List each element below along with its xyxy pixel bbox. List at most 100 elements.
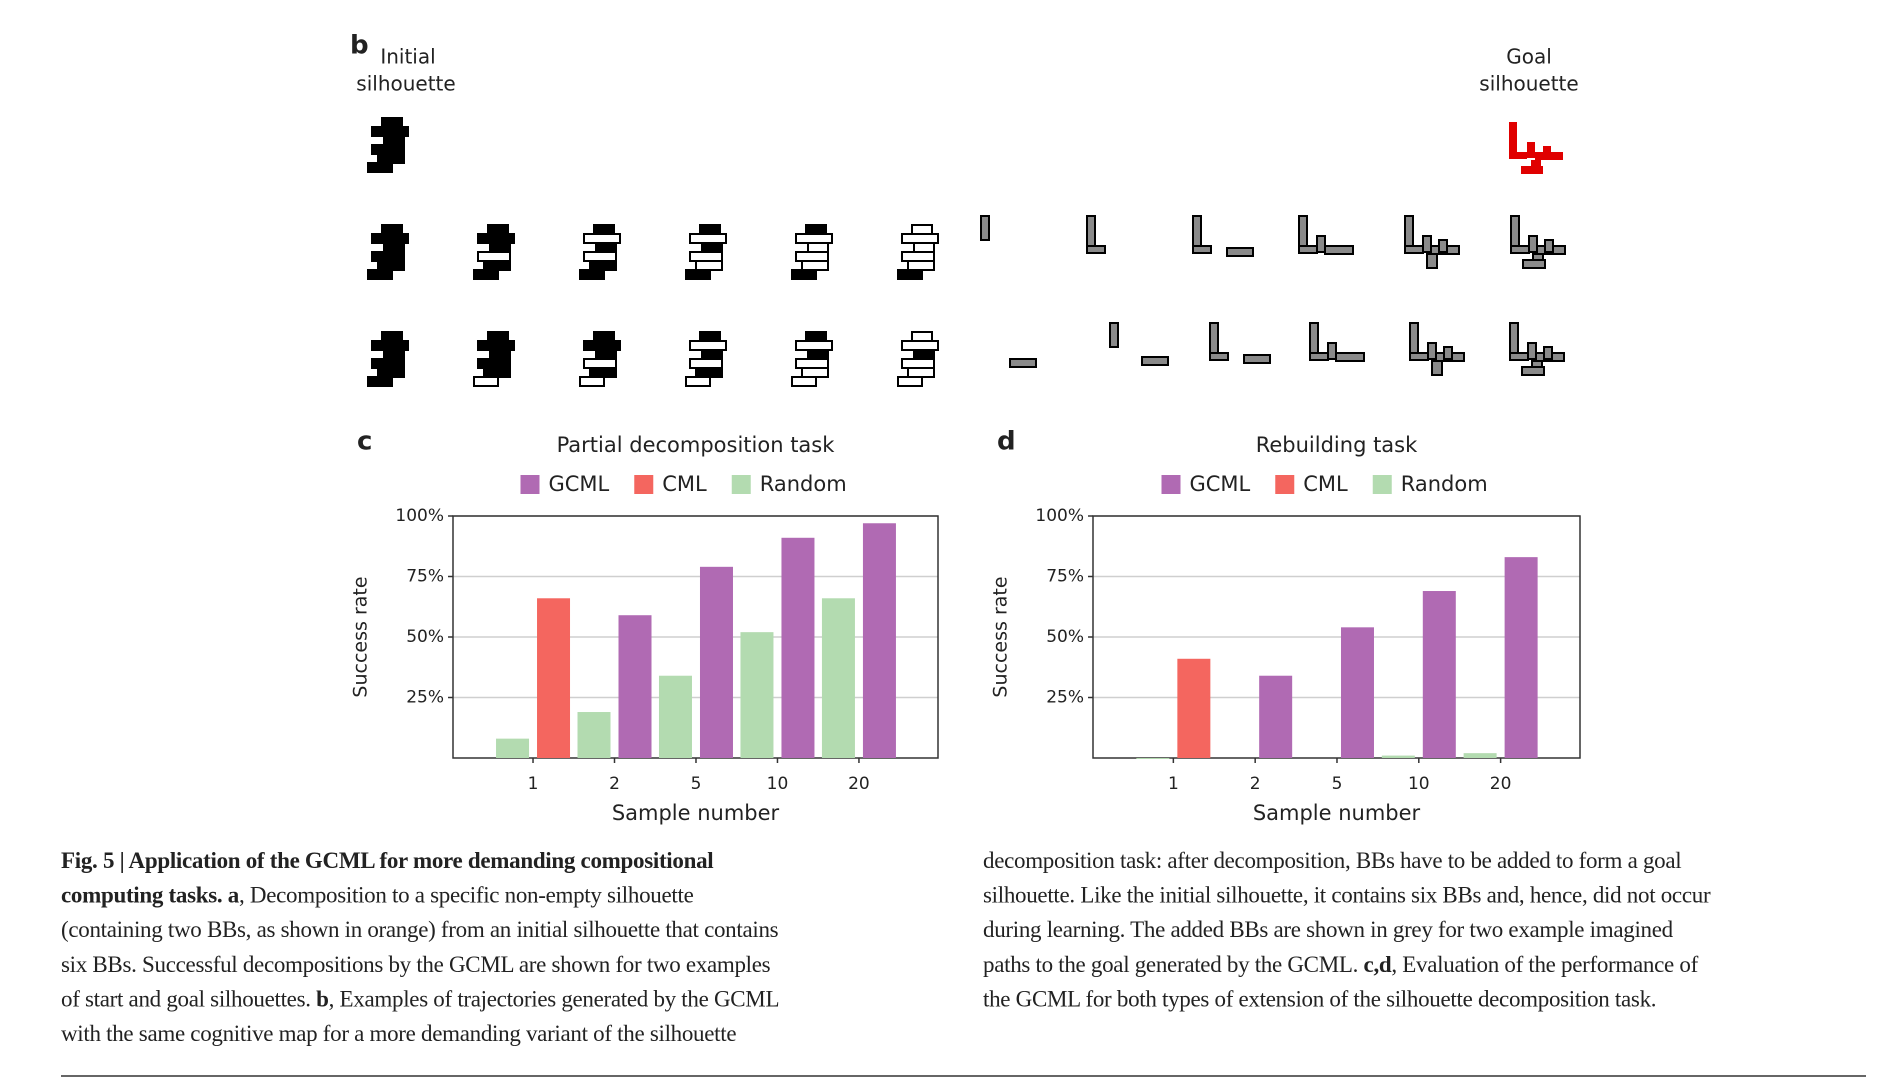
brick (377, 367, 405, 378)
brick (483, 260, 511, 271)
y-tick-label: 25% (406, 688, 444, 708)
legend-swatch (1161, 475, 1181, 494)
brick (489, 349, 511, 360)
y-tick-label: 100% (1035, 506, 1084, 526)
caption-text: with the same cognitive map for a more d… (61, 1021, 736, 1046)
bar (699, 566, 733, 758)
brick (489, 242, 511, 253)
caption-line: decomposition task: after decomposition,… (983, 848, 1681, 873)
brick (477, 358, 511, 369)
initial-label: silhouette (356, 72, 455, 96)
block (1192, 245, 1212, 254)
silhouettes (367, 117, 1566, 387)
legend-label: GCML (1190, 472, 1251, 496)
block (1509, 352, 1529, 361)
block (1521, 166, 1543, 174)
brick (483, 367, 511, 378)
block (1009, 358, 1037, 368)
legend-swatch (1372, 475, 1392, 494)
caption-text: the GCML for both types of extension of … (983, 986, 1656, 1011)
caption-line: (containing two BBs, as shown in orange)… (61, 917, 779, 942)
bar (496, 738, 530, 758)
block (1544, 239, 1554, 253)
brick (913, 349, 935, 360)
block (1309, 352, 1329, 361)
brick (367, 376, 393, 387)
caption-line: six BBs. Successful decompositions by th… (61, 952, 771, 977)
caption-line: with the same cognitive map for a more d… (61, 1021, 736, 1046)
block (1427, 342, 1437, 360)
bar (618, 615, 652, 758)
x-tick-label: 5 (691, 774, 702, 794)
y-axis-label: Success rate (350, 576, 372, 697)
brick (807, 242, 829, 253)
brick (595, 349, 617, 360)
goal-label: Goal (1506, 45, 1552, 69)
caption-line: of start and goal silhouettes. b, Exampl… (61, 986, 779, 1011)
caption-line: paths to the goal generated by the GCML.… (983, 952, 1699, 977)
brick (791, 269, 817, 280)
x-tick-label: 2 (1250, 774, 1261, 794)
brick (907, 260, 935, 271)
y-tick-label: 50% (1046, 627, 1084, 647)
bar (1340, 627, 1374, 758)
bar (821, 598, 855, 758)
legend-swatch (731, 475, 751, 494)
y-axis-label: Success rate (990, 576, 1012, 697)
caption-text: of start and goal silhouettes. (61, 986, 316, 1011)
panel-label: b (350, 31, 369, 61)
bar (1422, 591, 1456, 758)
x-tick-label: 20 (848, 774, 870, 794)
brick (383, 242, 405, 253)
brick (383, 135, 405, 146)
brick (791, 376, 817, 387)
bar (1177, 658, 1211, 758)
block (1443, 346, 1453, 360)
brick (801, 260, 829, 271)
y-tick-label: 75% (406, 567, 444, 587)
brick (593, 224, 615, 235)
brick (589, 367, 617, 378)
brick (371, 144, 405, 155)
brick (371, 233, 409, 244)
brick (795, 340, 833, 351)
block (1521, 366, 1545, 376)
legend-label: GCML (549, 472, 610, 496)
block (1109, 322, 1119, 348)
bar (1504, 557, 1538, 758)
legend-swatch (1275, 475, 1295, 494)
brick (367, 269, 393, 280)
caption-line: the GCML for both types of extension of … (983, 986, 1656, 1011)
brick (795, 251, 829, 262)
brick (685, 376, 711, 387)
brick (695, 367, 723, 378)
brick (371, 126, 409, 137)
brick (901, 358, 935, 369)
brick (371, 340, 409, 351)
brick (381, 224, 403, 235)
x-tick-label: 1 (528, 774, 539, 794)
brick (801, 367, 829, 378)
bar (862, 523, 896, 758)
brick (583, 340, 621, 351)
block (1509, 152, 1527, 159)
legend-label: CML (1303, 472, 1348, 496)
caption-text: (containing two BBs, as shown in orange)… (61, 917, 779, 942)
brick (901, 340, 939, 351)
x-tick-label: 10 (1408, 774, 1430, 794)
block (1528, 235, 1538, 253)
block (1209, 352, 1229, 361)
bar (658, 675, 692, 758)
brick (473, 269, 499, 280)
brick (589, 260, 617, 271)
block (1335, 352, 1365, 362)
caption-text: during learning. The added BBs are shown… (983, 917, 1674, 942)
block (1243, 354, 1271, 364)
block (1438, 239, 1448, 253)
block (1086, 245, 1106, 254)
brick (795, 358, 829, 369)
x-axis-label: Sample number (612, 801, 780, 825)
x-tick-label: 10 (767, 774, 789, 794)
brick (367, 162, 393, 173)
